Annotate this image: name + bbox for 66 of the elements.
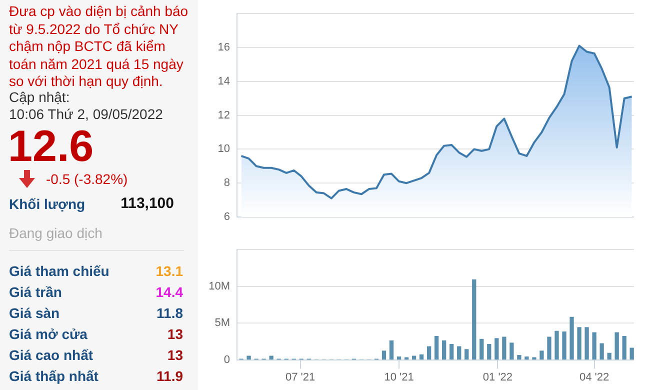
text: Khối lượng [9,196,86,212]
bar [600,343,604,360]
text: Giá tham chiếu [9,263,110,279]
y-tick-label: 6 [224,211,230,224]
text: Giá thấp nhất [9,368,98,384]
bar [532,357,536,360]
y-tick-label: 12 [218,109,230,122]
bar [614,332,619,360]
bar [510,342,514,360]
bar [570,316,574,360]
bar [480,338,484,360]
bar [494,338,499,360]
bar [246,356,251,360]
text: 12.6 [8,122,94,171]
text: -0.5 (-3.82%) [46,171,128,187]
x-tick-label: 04 '22 [579,371,610,384]
bar [577,327,582,360]
text: 14.4 [156,284,183,300]
text: Đưa cp vào diện bị cảnh báo từ 9.5.2022 do Tổ chức NY chậm nộp BCTC đã kiểm toán năm 2021 quá 15 ngày so với thời hạn quy định. [9,3,190,90]
text: Giá sàn [9,305,60,321]
text: 113,100 [120,195,174,212]
bar [464,349,469,360]
bar [502,336,506,360]
bar [562,332,566,360]
y-tick-label: 0 [224,354,230,366]
bar [442,340,446,360]
text: 10:06 Thứ 2, 09/05/2022 [9,106,163,122]
bar [426,346,432,360]
y-tick-label: 8 [224,177,230,190]
bar [540,350,544,360]
bar [607,352,612,360]
y-tick-label: 5M [214,317,230,330]
bar [554,330,559,360]
y-tick-label: 14 [218,75,230,88]
bar [450,344,454,360]
bar [434,336,439,360]
y-tick-label: 10 [218,143,230,156]
x-tick-label: 10 '21 [384,371,414,384]
text: 13 [167,326,183,342]
bar [487,344,492,360]
text: 11.9 [156,368,183,384]
bar [592,332,596,360]
bar [524,356,529,360]
y-tick-label: 10M [208,280,230,292]
text: Cập nhật: [9,89,70,105]
text: 13.1 [156,263,183,279]
bar [630,348,634,360]
y-tick-label: 16 [218,42,230,54]
bar [457,346,462,360]
bar [419,354,424,360]
bar [396,356,402,360]
bar [517,355,522,360]
text: Đang giao dịch [9,225,102,241]
x-tick-label: 01 '22 [482,371,513,384]
bar [472,279,476,360]
x-tick-label: 07 '21 [285,371,316,384]
text: Giá trần [9,284,62,300]
text: Giá mở cửa [9,326,88,342]
text: Giá cao nhất [9,347,94,363]
bar [622,336,626,360]
bar [584,327,589,360]
bar [389,340,394,360]
bar [382,350,386,360]
text: 13 [167,347,183,363]
bar [547,336,552,360]
text: 11.8 [156,305,183,321]
